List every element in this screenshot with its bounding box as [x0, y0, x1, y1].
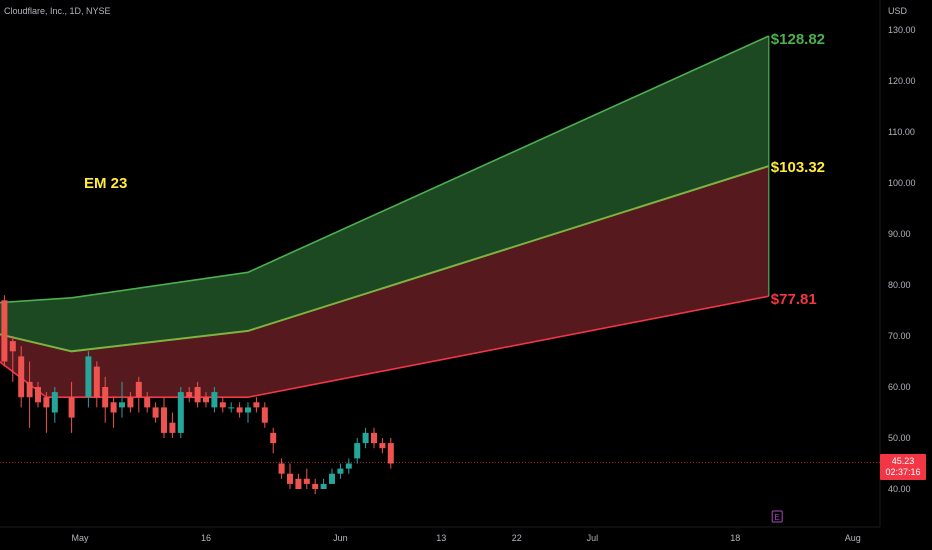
current-price-value: 45.23 — [891, 456, 915, 467]
x-tick-label: Jul — [587, 533, 599, 543]
candle-body — [93, 366, 100, 398]
earnings-event-marker — [771, 510, 783, 523]
upper-band-line — [0, 35, 770, 304]
candle-body — [51, 392, 58, 413]
candle-body — [287, 473, 293, 484]
candle-body — [35, 387, 41, 403]
middle-band-line — [0, 165, 770, 353]
candle-body — [161, 407, 167, 433]
candle-body — [387, 443, 394, 464]
candle-body — [127, 397, 134, 408]
candle-body — [177, 392, 184, 433]
y-tick-label: 70.00 — [888, 331, 911, 341]
candle-body — [261, 407, 268, 423]
candle-body — [26, 381, 33, 398]
candle-body — [337, 468, 344, 474]
candle-body — [236, 407, 243, 413]
candle-body — [85, 356, 92, 398]
earnings-event-letter: E — [775, 513, 780, 522]
y-tick-label: 40.00 — [888, 484, 911, 494]
candle-body — [18, 356, 25, 398]
candle-body — [345, 463, 352, 469]
candle-body — [186, 392, 193, 398]
y-tick-label: 60.00 — [888, 382, 911, 392]
current-price-badge: 45.23 02:37:16 — [880, 454, 926, 481]
x-tick-label: Aug — [845, 533, 861, 543]
x-tick-label: 18 — [730, 533, 740, 543]
candle-body — [320, 483, 327, 489]
symbol-header: Cloudflare, Inc., 1D, NYSE — [4, 6, 111, 16]
candle-body — [354, 443, 361, 459]
candle-body — [144, 397, 151, 408]
candle-body — [211, 392, 218, 408]
candle-body — [278, 463, 285, 474]
candle-body — [303, 478, 310, 484]
currency-label: USD — [888, 6, 908, 16]
x-tick-label: Jun — [333, 533, 348, 543]
candle-body — [379, 443, 386, 449]
x-tick-label: 16 — [201, 533, 211, 543]
upper-band-label: $128.82 — [771, 31, 825, 48]
y-tick-label: 110.00 — [888, 127, 915, 137]
candle-body — [152, 407, 159, 418]
candle-body — [228, 407, 235, 409]
candle-body — [362, 432, 369, 444]
candle-body — [203, 397, 209, 403]
y-tick-label: 100.00 — [888, 178, 916, 188]
candle-body — [1, 300, 8, 362]
y-tick-label: 120.00 — [888, 76, 916, 86]
bar-countdown: 02:37:16 — [885, 467, 921, 478]
lower-band-area — [0, 166, 769, 398]
candle-body — [371, 432, 377, 444]
candle-body — [245, 407, 251, 413]
candle-body — [270, 432, 277, 444]
candle-body — [329, 473, 335, 484]
candle-body — [295, 478, 302, 489]
candle-body — [102, 387, 109, 408]
candle-body — [135, 381, 142, 398]
candle-body — [219, 402, 226, 408]
upper-band-area — [0, 36, 769, 352]
middle-band-label: $103.32 — [771, 159, 825, 176]
candle-body — [194, 387, 201, 403]
x-tick-label: May — [71, 533, 89, 543]
candle-body — [110, 402, 117, 413]
lower-band-label: $77.81 — [771, 291, 817, 308]
candle-body — [43, 397, 50, 408]
candle-body — [312, 483, 319, 489]
y-tick-label: 90.00 — [888, 229, 911, 239]
candle-body — [119, 402, 125, 408]
y-tick-label: 80.00 — [888, 280, 911, 290]
candle-body — [169, 422, 176, 433]
candle-body — [9, 341, 16, 352]
expected-move-label: EM 23 — [84, 175, 127, 192]
candle-body — [253, 402, 260, 408]
x-tick-label: 22 — [512, 533, 522, 543]
candle-body — [68, 397, 75, 418]
y-tick-label: 130.00 — [888, 25, 916, 35]
x-tick-label: 13 — [436, 533, 446, 543]
y-tick-label: 50.00 — [888, 433, 911, 443]
